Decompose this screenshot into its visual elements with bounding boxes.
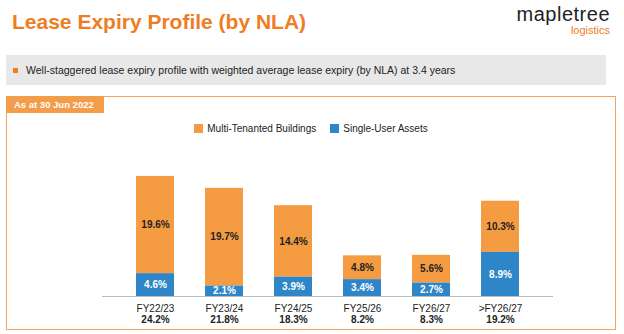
- svg-text:19.2%: 19.2%: [486, 314, 514, 325]
- svg-text:24.2%: 24.2%: [141, 314, 169, 325]
- svg-text:8.3%: 8.3%: [420, 314, 443, 325]
- svg-text:8.2%: 8.2%: [351, 314, 374, 325]
- svg-text:3.4%: 3.4%: [351, 282, 374, 293]
- svg-text:19.6%: 19.6%: [141, 219, 169, 230]
- svg-text:19.7%: 19.7%: [210, 231, 238, 242]
- svg-text:FY26/27: FY26/27: [413, 303, 451, 314]
- svg-text:2.7%: 2.7%: [420, 284, 443, 295]
- html-text:Single-User Assets: Single-User Assets: [343, 123, 428, 134]
- svg-text:3.9%: 3.9%: [282, 281, 305, 292]
- svg-text:18.3%: 18.3%: [279, 314, 307, 325]
- html-text:logistics: logistics: [570, 24, 610, 36]
- html-text:Well-staggered lease expiry pr: Well-staggered lease expiry profile with…: [26, 64, 456, 76]
- svg-text:14.4%: 14.4%: [279, 236, 307, 247]
- svg-text:21.8%: 21.8%: [210, 314, 238, 325]
- svg-text:FY22/23: FY22/23: [137, 303, 175, 314]
- svg-text:8.9%: 8.9%: [489, 269, 512, 280]
- svg-text:>FY26/27: >FY26/27: [479, 303, 523, 314]
- svg-text:FY25/26: FY25/26: [344, 303, 382, 314]
- html-text:mapletree: mapletree: [516, 3, 610, 25]
- svg-text:2.1%: 2.1%: [213, 285, 236, 296]
- svg-text:FY23/24: FY23/24: [206, 303, 244, 314]
- svg-text:4.6%: 4.6%: [144, 279, 167, 290]
- html-text:As at 30 Jun 2022: As at 30 Jun 2022: [14, 99, 94, 110]
- svg-text:10.3%: 10.3%: [486, 221, 514, 232]
- svg-text:4.8%: 4.8%: [351, 262, 374, 273]
- html-text:Multi-Tenanted Buildings: Multi-Tenanted Buildings: [207, 123, 317, 134]
- svg-text:FY24/25: FY24/25: [275, 303, 313, 314]
- html-text:Lease Expiry Profile (by NLA): Lease Expiry Profile (by NLA): [12, 10, 307, 33]
- svg-text:5.6%: 5.6%: [420, 263, 443, 274]
